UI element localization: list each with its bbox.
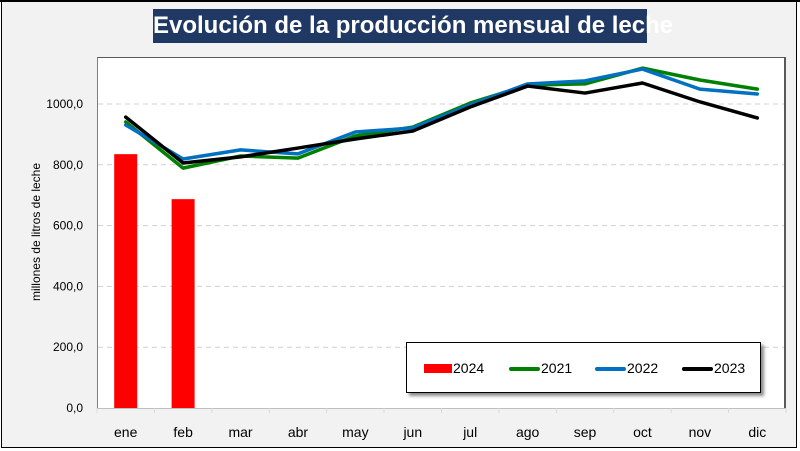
gridlines [98, 103, 784, 348]
y-tick-label: 800,0 [53, 158, 83, 172]
line-series [123, 66, 760, 170]
legend-label-2024: 2024 [453, 360, 485, 376]
x-tick-label: sep [574, 424, 597, 440]
x-tick-label: abr [288, 424, 309, 440]
x-tick-label: jun [402, 424, 422, 440]
x-tick-labels: ene feb mar abr may jun jul ago sep oct nov dic [96, 408, 787, 440]
legend-swatch-2023 [682, 367, 713, 371]
x-tick-label: feb [173, 424, 193, 440]
x-tick-label: dic [748, 424, 766, 440]
line-2022 [123, 67, 760, 161]
x-tick-label: oct [633, 424, 652, 440]
y-tick-label: 1000,0 [46, 97, 83, 111]
legend-label-2022: 2022 [627, 360, 659, 376]
legend: 2024 2021 2022 2023 [406, 342, 761, 393]
bar-series [114, 154, 195, 408]
y-tick-label: 0,0 [66, 401, 83, 415]
bar-2024-feb [171, 199, 195, 408]
legend-swatch-2021 [509, 367, 540, 371]
line-2023 [123, 81, 760, 165]
bar-2024-ene [114, 154, 138, 408]
x-tick-label: jul [462, 424, 477, 440]
x-tick-label: nov [689, 424, 712, 440]
frame-top-border [0, 0, 800, 2]
x-tick-label: mar [228, 424, 252, 440]
legend-label-2023: 2023 [714, 360, 746, 376]
y-tick-label: 400,0 [53, 279, 83, 293]
legend-swatch-2022 [595, 367, 626, 371]
y-tick-label: 600,0 [53, 219, 83, 233]
chart-title: Evolución de la producción mensual de le… [153, 9, 673, 43]
y-tick-label: 200,0 [53, 340, 83, 354]
legend-label-2021: 2021 [541, 360, 573, 376]
y-tick-labels: 0,0 200,0 400,0 600,0 800,0 1000,0 [46, 97, 83, 415]
x-tick-label: ene [114, 424, 138, 440]
x-tick-label: ago [516, 424, 540, 440]
x-tick-label: may [342, 424, 368, 440]
legend-swatch-2024 [424, 364, 452, 373]
